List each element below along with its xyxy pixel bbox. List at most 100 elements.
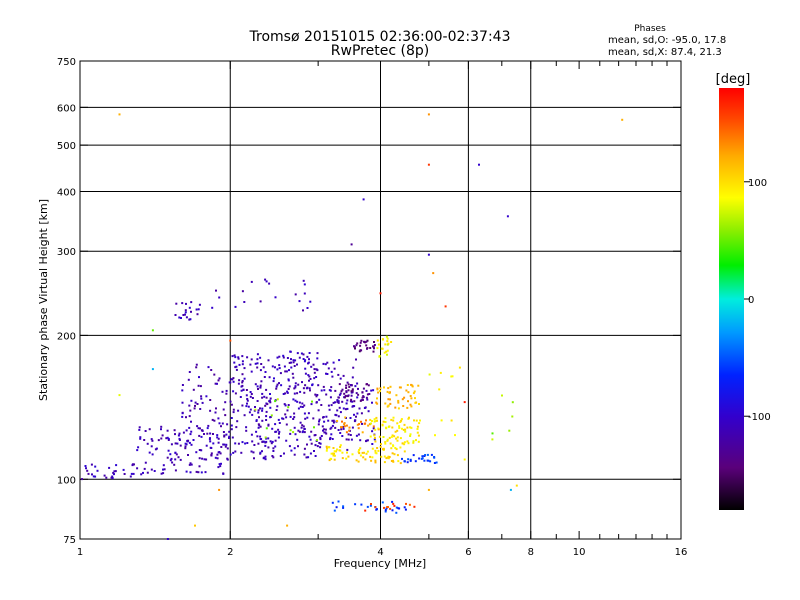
data-point <box>253 444 256 446</box>
stats-line-o: mean, sd,O: -95.0, 17.8 <box>608 35 726 46</box>
data-point <box>365 440 367 443</box>
data-point <box>214 456 217 459</box>
data-point <box>249 363 252 366</box>
data-point <box>235 368 238 371</box>
data-point <box>370 459 373 462</box>
data-point <box>392 416 395 419</box>
data-point <box>221 390 224 393</box>
data-point <box>506 215 509 218</box>
data-point <box>385 350 388 353</box>
data-point <box>241 363 244 366</box>
data-point <box>118 113 121 116</box>
data-point <box>188 415 191 418</box>
data-point <box>161 434 164 437</box>
data-point <box>140 473 143 476</box>
data-point <box>359 454 362 457</box>
data-point <box>205 458 208 461</box>
data-point <box>305 456 308 459</box>
x-tick-label: 2 <box>227 547 233 558</box>
data-point <box>308 435 311 438</box>
data-point <box>314 444 317 447</box>
data-point <box>347 383 350 386</box>
data-point <box>103 474 106 477</box>
data-point <box>286 524 289 527</box>
data-point <box>257 411 260 414</box>
data-point <box>225 389 228 392</box>
data-point <box>219 452 222 455</box>
data-point <box>269 401 272 404</box>
data-point <box>217 451 220 454</box>
data-point <box>312 363 315 366</box>
data-point <box>241 381 244 384</box>
data-point <box>345 431 348 434</box>
data-point <box>364 458 367 461</box>
data-point <box>333 450 336 453</box>
data-point <box>86 469 89 472</box>
data-point <box>175 453 178 456</box>
data-point <box>266 403 269 406</box>
data-point <box>335 506 338 509</box>
data-point <box>275 409 278 411</box>
data-point <box>259 425 262 428</box>
data-point <box>379 445 382 448</box>
data-point <box>184 309 187 312</box>
data-point <box>259 451 262 454</box>
data-point <box>265 388 268 391</box>
data-point <box>283 365 286 368</box>
data-point <box>197 384 200 387</box>
data-point <box>508 429 511 432</box>
data-point <box>189 318 192 321</box>
data-point <box>336 409 339 412</box>
data-point <box>285 439 288 442</box>
data-point <box>284 392 287 395</box>
data-point <box>392 419 395 422</box>
data-point <box>387 387 390 390</box>
data-point <box>384 402 387 405</box>
data-point <box>286 357 289 359</box>
data-point <box>297 407 300 410</box>
data-point <box>224 401 227 404</box>
data-point <box>237 357 240 360</box>
data-point <box>302 387 305 390</box>
data-point <box>240 389 243 392</box>
data-point <box>188 318 191 321</box>
data-point <box>243 414 246 417</box>
data-point <box>385 507 388 510</box>
data-point <box>327 404 330 407</box>
data-point <box>307 456 310 459</box>
data-point <box>174 469 177 472</box>
data-point <box>311 384 314 387</box>
data-point <box>217 466 220 469</box>
data-point <box>303 427 306 430</box>
data-point <box>351 389 354 392</box>
data-point <box>333 367 336 370</box>
data-point <box>352 366 355 369</box>
data-point <box>257 423 260 426</box>
data-point <box>325 415 328 418</box>
data-point <box>345 402 348 405</box>
data-point <box>154 448 157 451</box>
data-point <box>343 422 346 425</box>
data-point <box>292 376 295 379</box>
data-point <box>280 384 283 387</box>
data-point <box>353 413 355 416</box>
data-point <box>318 398 321 401</box>
data-point <box>166 429 169 432</box>
data-point <box>207 366 210 369</box>
data-point <box>402 428 405 431</box>
data-point <box>274 445 277 448</box>
plot-area: 1 2 4 6 8 10 16 75 100 200 300 400 500 600 750 <box>57 57 687 558</box>
data-point <box>365 340 368 343</box>
data-point <box>245 429 248 432</box>
data-point <box>393 504 396 507</box>
data-point <box>195 366 198 369</box>
data-point <box>418 403 420 405</box>
colorbar-tick-label: -100 <box>748 412 771 423</box>
data-point <box>398 425 401 428</box>
data-point <box>292 431 295 434</box>
data-point <box>129 475 132 478</box>
data-point <box>185 429 188 432</box>
data-point <box>132 472 135 475</box>
data-point <box>218 488 221 491</box>
data-point <box>217 437 220 440</box>
